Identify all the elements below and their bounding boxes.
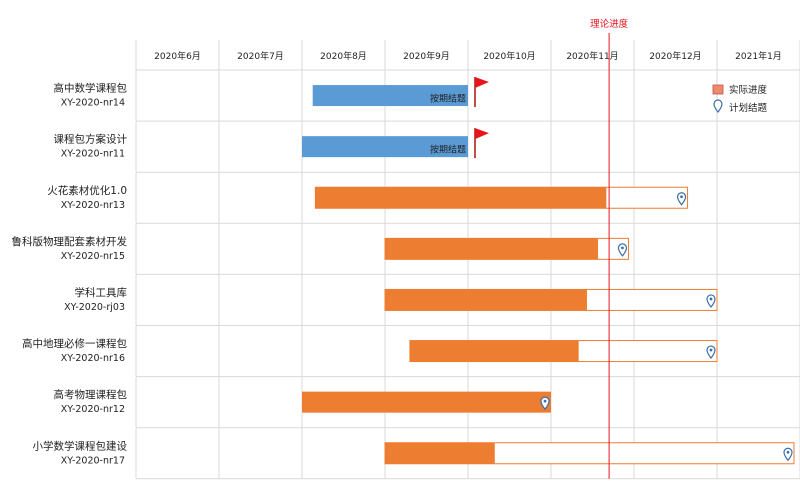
- month-label: 2020年6月: [154, 50, 201, 62]
- project-name: 小学数学课程包建设: [33, 439, 128, 452]
- pin-dot: [544, 400, 547, 403]
- progress-marker-label: 理论进度: [590, 18, 629, 30]
- pin-dot: [621, 246, 624, 249]
- legend-label-planned: 计划结题: [729, 102, 768, 114]
- month-label: 2020年11月: [566, 50, 618, 62]
- actual-bar: [385, 443, 495, 464]
- project-name: 火花素材优化1.0: [47, 184, 127, 197]
- legend-swatch-actual: [713, 85, 723, 94]
- project-name: 学科工具库: [75, 286, 128, 299]
- pin-dot: [680, 195, 683, 198]
- project-code: XY-2020-nr12: [61, 404, 125, 415]
- actual-bar: [385, 289, 587, 310]
- pin-dot: [710, 298, 713, 301]
- project-code: XY-2020-nr17: [61, 455, 125, 466]
- legend-label-actual: 实际进度: [729, 84, 768, 96]
- project-code: XY-2020-nr16: [61, 353, 125, 364]
- flag-icon: [475, 128, 489, 139]
- month-label: 2020年10月: [483, 50, 535, 62]
- pin-dot: [787, 451, 790, 454]
- project-code: XY-2020-rj03: [64, 302, 125, 313]
- actual-bar: [315, 187, 606, 208]
- status-label: 按期结题: [430, 93, 466, 105]
- actual-bar: [302, 392, 551, 413]
- project-code: XY-2020-nr14: [61, 98, 125, 109]
- actual-bar: [410, 341, 579, 362]
- project-name: 鲁科版物理配套素材开发: [12, 235, 128, 248]
- project-name: 课程包方案设计: [54, 133, 128, 146]
- actual-bar: [385, 238, 598, 259]
- project-name: 高中数学课程包: [54, 82, 128, 95]
- project-name: 高考物理课程包: [54, 388, 128, 401]
- legend-pin-icon: [714, 100, 722, 112]
- project-code: XY-2020-nr15: [61, 251, 125, 262]
- month-label: 2021年1月: [735, 50, 782, 62]
- project-code: XY-2020-nr11: [61, 149, 125, 160]
- month-label: 2020年7月: [237, 50, 284, 62]
- project-code: XY-2020-nr13: [61, 200, 125, 211]
- month-label: 2020年8月: [320, 50, 367, 62]
- month-label: 2020年12月: [649, 50, 701, 62]
- pin-dot: [710, 349, 713, 352]
- flag-icon: [475, 77, 489, 88]
- month-label: 2020年9月: [403, 50, 450, 62]
- status-label: 按期结题: [430, 144, 466, 156]
- project-name: 高中地理必修一课程包: [22, 337, 127, 350]
